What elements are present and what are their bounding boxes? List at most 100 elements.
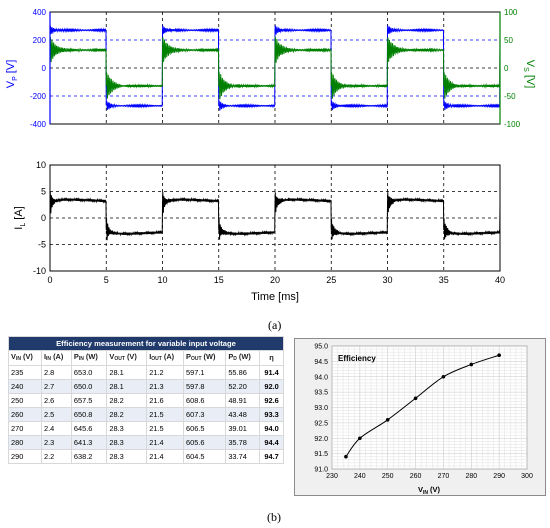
efficiency-y-tick-label: 95.0 [314,344,328,351]
il-y-tick-label: 5 [41,187,46,197]
table-cell: 280 [8,435,42,450]
efficiency-y-tick-label: 92.0 [314,436,328,443]
efficiency-y-tick-label: 91.5 [314,451,328,458]
table-cell: 55.86 [225,365,261,380]
il-y-tick-label: 0 [41,213,46,223]
table-cell: 2.6 [40,393,72,408]
efficiency-title: Efficiency [338,354,376,363]
table-cell: 28.1 [106,365,148,380]
vs-trace [49,36,501,100]
table-cell: 28.3 [106,449,148,464]
table-cell: 290 [8,449,42,464]
caption-b: (b) [267,510,281,524]
efficiency-x-tick-label: 240 [354,473,366,480]
efficiency-y-tick-label: 92.5 [314,420,328,427]
efficiency-point [413,396,418,401]
table-cell: 2.4 [40,421,72,436]
table-row: 250 2.6 657.5 28.2 21.6 608.6 48.91 92.6 [8,393,284,408]
vp-vs-plot: 400 200 0 -200 -400 100 50 0 -50 -100 VP [V] VS … [5,8,536,129]
table-row: 235 2.8 653.0 28.1 21.2 597.1 55.86 91.4 [8,365,284,380]
vp-tick-label: 400 [33,8,47,17]
efficiency-chart: 95.0 94.5 94.0 93.5 93.0 92.5 92.0 91.5 91.0 230… [294,338,546,496]
table-header-cell: VIN (V) [8,350,42,366]
il-x-tick-label: 5 [104,275,109,285]
table-cell: 94.7 [259,449,284,464]
efficiency-y-ticks: 95.0 94.5 94.0 93.5 93.0 92.5 92.0 91.5 91.0 [314,344,328,474]
table-cell: 92.6 [259,393,284,408]
il-y-ticks: 10 5 0 -5 -10 [33,160,46,276]
table-cell: 645.6 [70,421,108,436]
table-row: 290 2.2 638.2 28.3 21.4 604.5 33.74 94.7 [8,449,284,464]
il-x-tick-label: 35 [439,275,449,285]
efficiency-point [344,454,348,459]
vs-axis-label: VS [V] [522,60,536,89]
il-y-tick-label: 10 [36,160,46,170]
table-header-cell: VOUT (V) [106,350,148,366]
table-cell: 94.0 [259,421,284,436]
table-header-cell: PD (W) [225,350,261,366]
il-x-tick-label: 15 [214,275,224,285]
table-cell: 270 [8,421,42,436]
il-x-tick-label: 20 [270,275,280,285]
table-row: 280 2.3 641.3 28.3 21.4 605.6 35.78 94.4 [8,435,284,450]
table-cell: 650.0 [70,379,108,394]
table-cell: 35.78 [225,435,261,450]
efficiency-x-ticks: 230 240 250 260 270 280 290 300 [326,473,533,480]
table-cell: 650.8 [70,407,108,422]
table-cell: 235 [8,365,42,380]
efficiency-series [344,353,501,459]
table-cell: 94.4 [259,435,284,450]
table-cell: 606.5 [182,421,227,436]
table-cell: 2.2 [40,449,72,464]
il-x-tick-label: 10 [157,275,167,285]
il-y-tick-label: -5 [38,240,46,250]
table-cell: 21.3 [146,379,184,394]
il-x-tick-label: 30 [382,275,392,285]
efficiency-y-tick-label: 91.0 [314,467,328,474]
table-cell: 21.4 [146,449,184,464]
il-x-tick-label: 0 [47,275,52,285]
table-header-cell: IOUT (A) [146,350,184,366]
table-cell: 638.2 [70,449,108,464]
il-x-tick-label: 25 [326,275,336,285]
table-cell: 28.2 [106,393,148,408]
table-row: 270 2.4 645.6 28.3 21.5 606.5 39.01 94.0 [8,421,284,436]
table-cell: 2.5 [40,407,72,422]
table-header-cell: POUT (W) [182,350,227,366]
vp-trace [49,24,501,111]
il-series [49,191,501,241]
table-cell: 28.3 [106,421,148,436]
il-x-tick-label: 40 [495,275,505,285]
efficiency-point [441,374,446,379]
efficiency-y-tick-label: 94.5 [314,359,328,366]
table-header-cell: PIN (W) [70,350,108,366]
table-cell: 657.5 [70,393,108,408]
table-cell: 21.5 [146,407,184,422]
vs-tick-label: 100 [504,8,518,17]
table-cell: 48.91 [225,393,261,408]
table-cell: 240 [8,379,42,394]
vs-series [49,36,501,100]
efficiency-x-tick-label: 270 [438,473,450,480]
table-title: Efficiency measurement for variable inpu… [8,336,284,351]
table-header-cell: IIN (A) [40,350,72,366]
vp-tick-label: 0 [42,64,47,73]
table-cell: 604.5 [182,449,227,464]
efficiency-x-label: VIN (V) [418,485,441,496]
table-cell: 91.4 [259,365,284,380]
table-cell: 21.2 [146,365,184,380]
table-cell: 608.6 [182,393,227,408]
vp-axis-ticks: 400 200 0 -200 -400 [30,8,51,129]
time-axis-label: Time [ms] [251,291,299,303]
efficiency-grid [331,345,528,470]
vp-axis-label: VP [V] [5,60,19,89]
il-x-ticks: 0 5 10 15 20 25 30 35 40 [47,275,505,285]
efficiency-y-tick-label: 93.5 [314,390,328,397]
vs-tick-label: -100 [504,120,521,129]
table-cell: 21.4 [146,435,184,450]
table-cell: 641.3 [70,435,108,450]
efficiency-y-tick-label: 93.0 [314,405,328,412]
table-cell: 597.8 [182,379,227,394]
table-row: 260 2.5 650.8 28.2 21.5 607.3 43.48 93.3 [8,407,284,422]
efficiency-point [385,418,390,422]
